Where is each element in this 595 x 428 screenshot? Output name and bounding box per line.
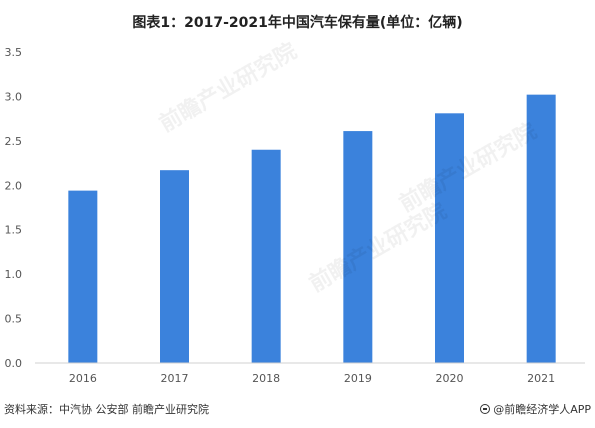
bar-2016 <box>68 190 98 363</box>
y-tick-label: 2.5 <box>5 135 23 148</box>
x-tick-label: 2016 <box>69 372 97 385</box>
y-tick-label: 0.0 <box>5 357 23 370</box>
x-tick-label: 2020 <box>436 372 464 385</box>
source-note: 资料来源：中汽协 公安部 前瞻产业研究院 <box>4 403 209 416</box>
x-tick-label: 2018 <box>252 372 280 385</box>
bar-2020 <box>435 113 464 363</box>
y-tick-label: 2.0 <box>5 179 23 192</box>
x-tick-label: 2017 <box>161 372 189 385</box>
y-tick-label: 1.5 <box>5 224 23 237</box>
x-tick-label: 2019 <box>344 372 372 385</box>
x-tick-label: 2021 <box>527 372 555 385</box>
brand-label: @前瞻经济学人APP <box>480 401 591 417</box>
bar-2019 <box>343 131 373 363</box>
chart-title: 图表1：2017-2021年中国汽车保有量(单位：亿辆) <box>132 15 463 31</box>
y-tick-label: 1.0 <box>5 268 23 281</box>
bar-2021 <box>526 94 556 363</box>
brand-logo-icon <box>480 404 491 414</box>
y-tick-label: 0.5 <box>5 313 23 326</box>
brand-text: @前瞻经济学人APP <box>493 403 591 416</box>
y-tick-label: 3.0 <box>5 90 23 103</box>
y-tick-label: 3.5 <box>5 46 23 59</box>
bar-2018 <box>251 149 281 363</box>
bar-2017 <box>160 170 189 363</box>
